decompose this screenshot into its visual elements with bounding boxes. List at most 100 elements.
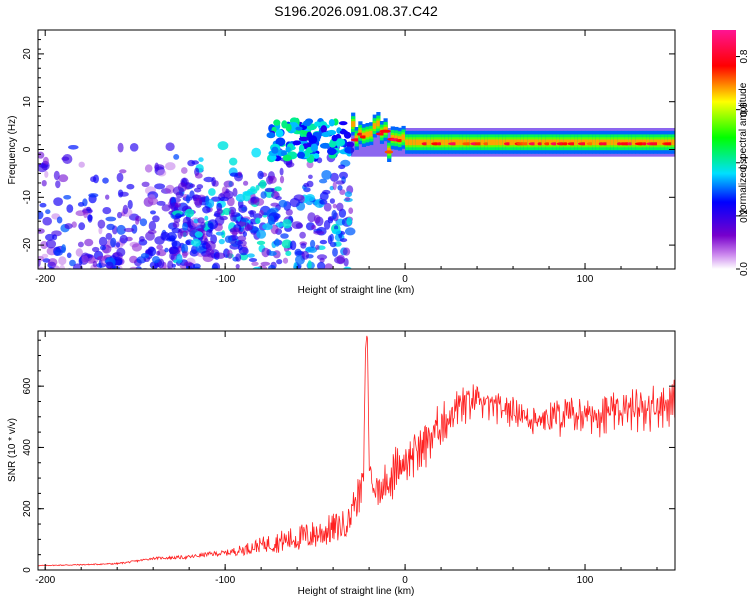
spectrogram-blob	[335, 180, 345, 185]
spectrogram-blob	[228, 289, 232, 296]
spectrogram-blob	[175, 191, 184, 199]
spectrogram-band-cell	[365, 131, 370, 138]
spectrogram-blob	[50, 305, 56, 312]
spectrogram-blob	[332, 247, 338, 257]
spectrogram-blob	[119, 297, 126, 302]
spectrogram-blob	[105, 216, 117, 222]
spectrogram-band-cell	[567, 139, 572, 146]
spectrogram-blob	[193, 198, 203, 206]
spectrogram-blob	[197, 273, 204, 282]
spectrogram-band-peak	[379, 129, 392, 133]
spectrogram-blob	[181, 277, 190, 283]
spectrogram-blob	[167, 260, 174, 269]
spectrogram-band-cell	[502, 139, 507, 146]
spectrogram-blob	[256, 240, 266, 245]
spectrogram-blob	[338, 164, 346, 170]
spectrogram-band-cell	[549, 139, 554, 146]
spectrogram-blob	[154, 323, 160, 328]
spectrogram-band-cell	[487, 139, 493, 146]
spectrogram-blob	[127, 199, 133, 210]
spectrogram-blob	[254, 198, 265, 206]
spectrogram-blob	[38, 266, 45, 269]
spectrogram-blob	[182, 222, 188, 231]
spectrogram-band-cell	[408, 139, 413, 146]
spectrogram-blob	[141, 181, 150, 187]
spectrogram-blob	[344, 227, 356, 236]
spectrogram-band-cell	[480, 139, 485, 146]
spectrogram-blob	[119, 169, 127, 174]
spectrogram-blob	[190, 239, 202, 247]
spectrogram-blob	[174, 202, 181, 208]
spectrogram-band-cell	[527, 139, 532, 146]
spectrogram-blob	[261, 247, 270, 258]
spectrogram-blob	[122, 204, 129, 215]
spectrogram-blob	[280, 278, 288, 284]
spectrogram-blob	[144, 275, 154, 283]
spectrogram-blob	[132, 373, 137, 378]
spectrogram-blob	[98, 290, 105, 297]
spectrogram-blob	[156, 200, 166, 206]
spectrogram-blob	[181, 243, 189, 254]
spectrogram-blob	[56, 216, 63, 224]
spectrogram-blob	[171, 281, 178, 287]
spectrogram-blob	[285, 250, 292, 256]
colorbar-ticks: 0.0 0.2 0.4 0.6 0.8	[736, 49, 750, 276]
spectrogram-blob	[111, 351, 116, 360]
spectrogram-blob	[173, 217, 181, 223]
spectrogram-blob	[218, 238, 225, 245]
spectrogram-blob	[153, 345, 162, 354]
spectrogram-blob	[295, 250, 304, 256]
spectrogram-band-cell	[419, 139, 424, 146]
spectrogram-blob	[126, 183, 135, 190]
spectrogram-band-cell	[541, 139, 546, 146]
spectrogram-blob	[107, 331, 112, 338]
spectrogram-blob	[237, 235, 247, 242]
spectrogram-blob	[124, 277, 133, 283]
spectrogram-blob	[83, 297, 89, 306]
spectrogram-blob	[171, 271, 178, 276]
spectrogram-blob	[38, 228, 45, 234]
spectrogram-blob	[329, 241, 337, 248]
spectrogram-blob	[189, 380, 199, 389]
spectrogram-blob	[321, 131, 331, 138]
spectrogram-blob	[319, 239, 328, 245]
spectrogram-blob	[319, 178, 328, 184]
spectrogram-blob	[224, 235, 232, 243]
spectrogram-blob	[119, 191, 129, 197]
spectrogram-blob	[280, 233, 289, 239]
spectrogram-blob	[115, 324, 122, 329]
spectrogram-blob	[328, 119, 335, 127]
spectrogram-blob	[257, 170, 264, 180]
spectrogram-blob	[82, 312, 90, 321]
spectrogram-blob	[310, 239, 316, 248]
spectrogram-blob	[342, 247, 351, 256]
spectrogram-blob	[339, 129, 348, 135]
spectrogram-blob	[55, 180, 61, 189]
spectrogram-blob	[339, 189, 346, 196]
spectrogram-blob	[172, 298, 178, 302]
spectrogram-blob	[203, 176, 214, 183]
spectrogram-blob	[63, 322, 72, 331]
spectrogram-blob	[181, 342, 188, 347]
spectrogram-blob	[168, 246, 179, 255]
spectrogram-blob	[92, 246, 100, 253]
spectrogram-blob	[180, 346, 186, 356]
spectrogram-blob	[35, 294, 43, 299]
spectrogram-blob	[75, 318, 81, 323]
spectrogram-blob	[44, 340, 55, 344]
spectrogram-blob	[99, 272, 106, 281]
spectrogram-blob	[201, 279, 209, 289]
spectrogram-blob	[332, 203, 337, 209]
spectrogram-band-cell	[448, 139, 453, 146]
spectrogram-blob	[144, 164, 153, 173]
spectrogram-blob	[339, 238, 348, 243]
spectrogram-blob	[193, 263, 201, 269]
spectrogram-blob	[255, 217, 261, 224]
spectrogram-blob	[260, 261, 271, 266]
spectrogram-blob	[125, 311, 132, 319]
spectrogram-blob	[119, 298, 125, 303]
spectrogram-blob	[115, 242, 121, 248]
spectrogram-blob	[117, 211, 122, 219]
spectrogram-blob	[151, 272, 157, 278]
spectrogram-blob	[40, 284, 49, 288]
